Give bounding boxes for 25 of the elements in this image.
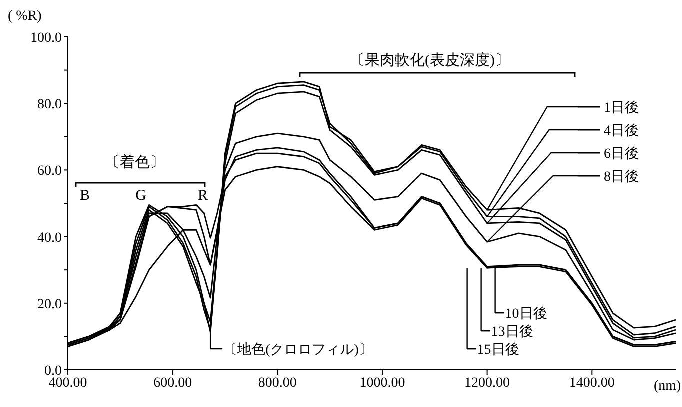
annotation: G (136, 188, 147, 204)
legend-label: 10日後 (505, 306, 548, 322)
y-axis-title: ( %R) (8, 9, 42, 24)
annotation: 〔果肉軟化(表皮深度)〕 (350, 52, 510, 69)
legend-label: 4日後 (604, 123, 639, 139)
x-axis-title: (nm) (654, 379, 682, 394)
legend-label: 13日後 (491, 324, 534, 340)
x-tick-label: 1000.00 (360, 376, 406, 391)
y-tick-label: 100.0 (30, 30, 62, 46)
y-tick-label: 20.0 (38, 297, 62, 312)
y-tick-label: 80.0 (38, 98, 62, 113)
legend-label: 1日後 (604, 100, 639, 116)
x-tick-label: 1200.00 (464, 376, 510, 391)
y-tick-label: 60.0 (38, 164, 62, 180)
annotation: 〔着色〕 (105, 154, 165, 171)
annotation: R (198, 188, 208, 204)
legend-label: 8日後 (604, 169, 639, 185)
annotation: 〔地色(クロロフィル)〕 (224, 342, 373, 358)
annotation: B (80, 188, 90, 204)
x-tick-label: 800.00 (258, 376, 297, 391)
x-tick-label: 600.00 (154, 376, 192, 391)
legend-label: 15日後 (477, 342, 520, 358)
x-tick-label: 1400.00 (569, 376, 615, 391)
y-tick-label: 40.0 (38, 230, 62, 246)
legend-label: 6日後 (604, 146, 639, 162)
